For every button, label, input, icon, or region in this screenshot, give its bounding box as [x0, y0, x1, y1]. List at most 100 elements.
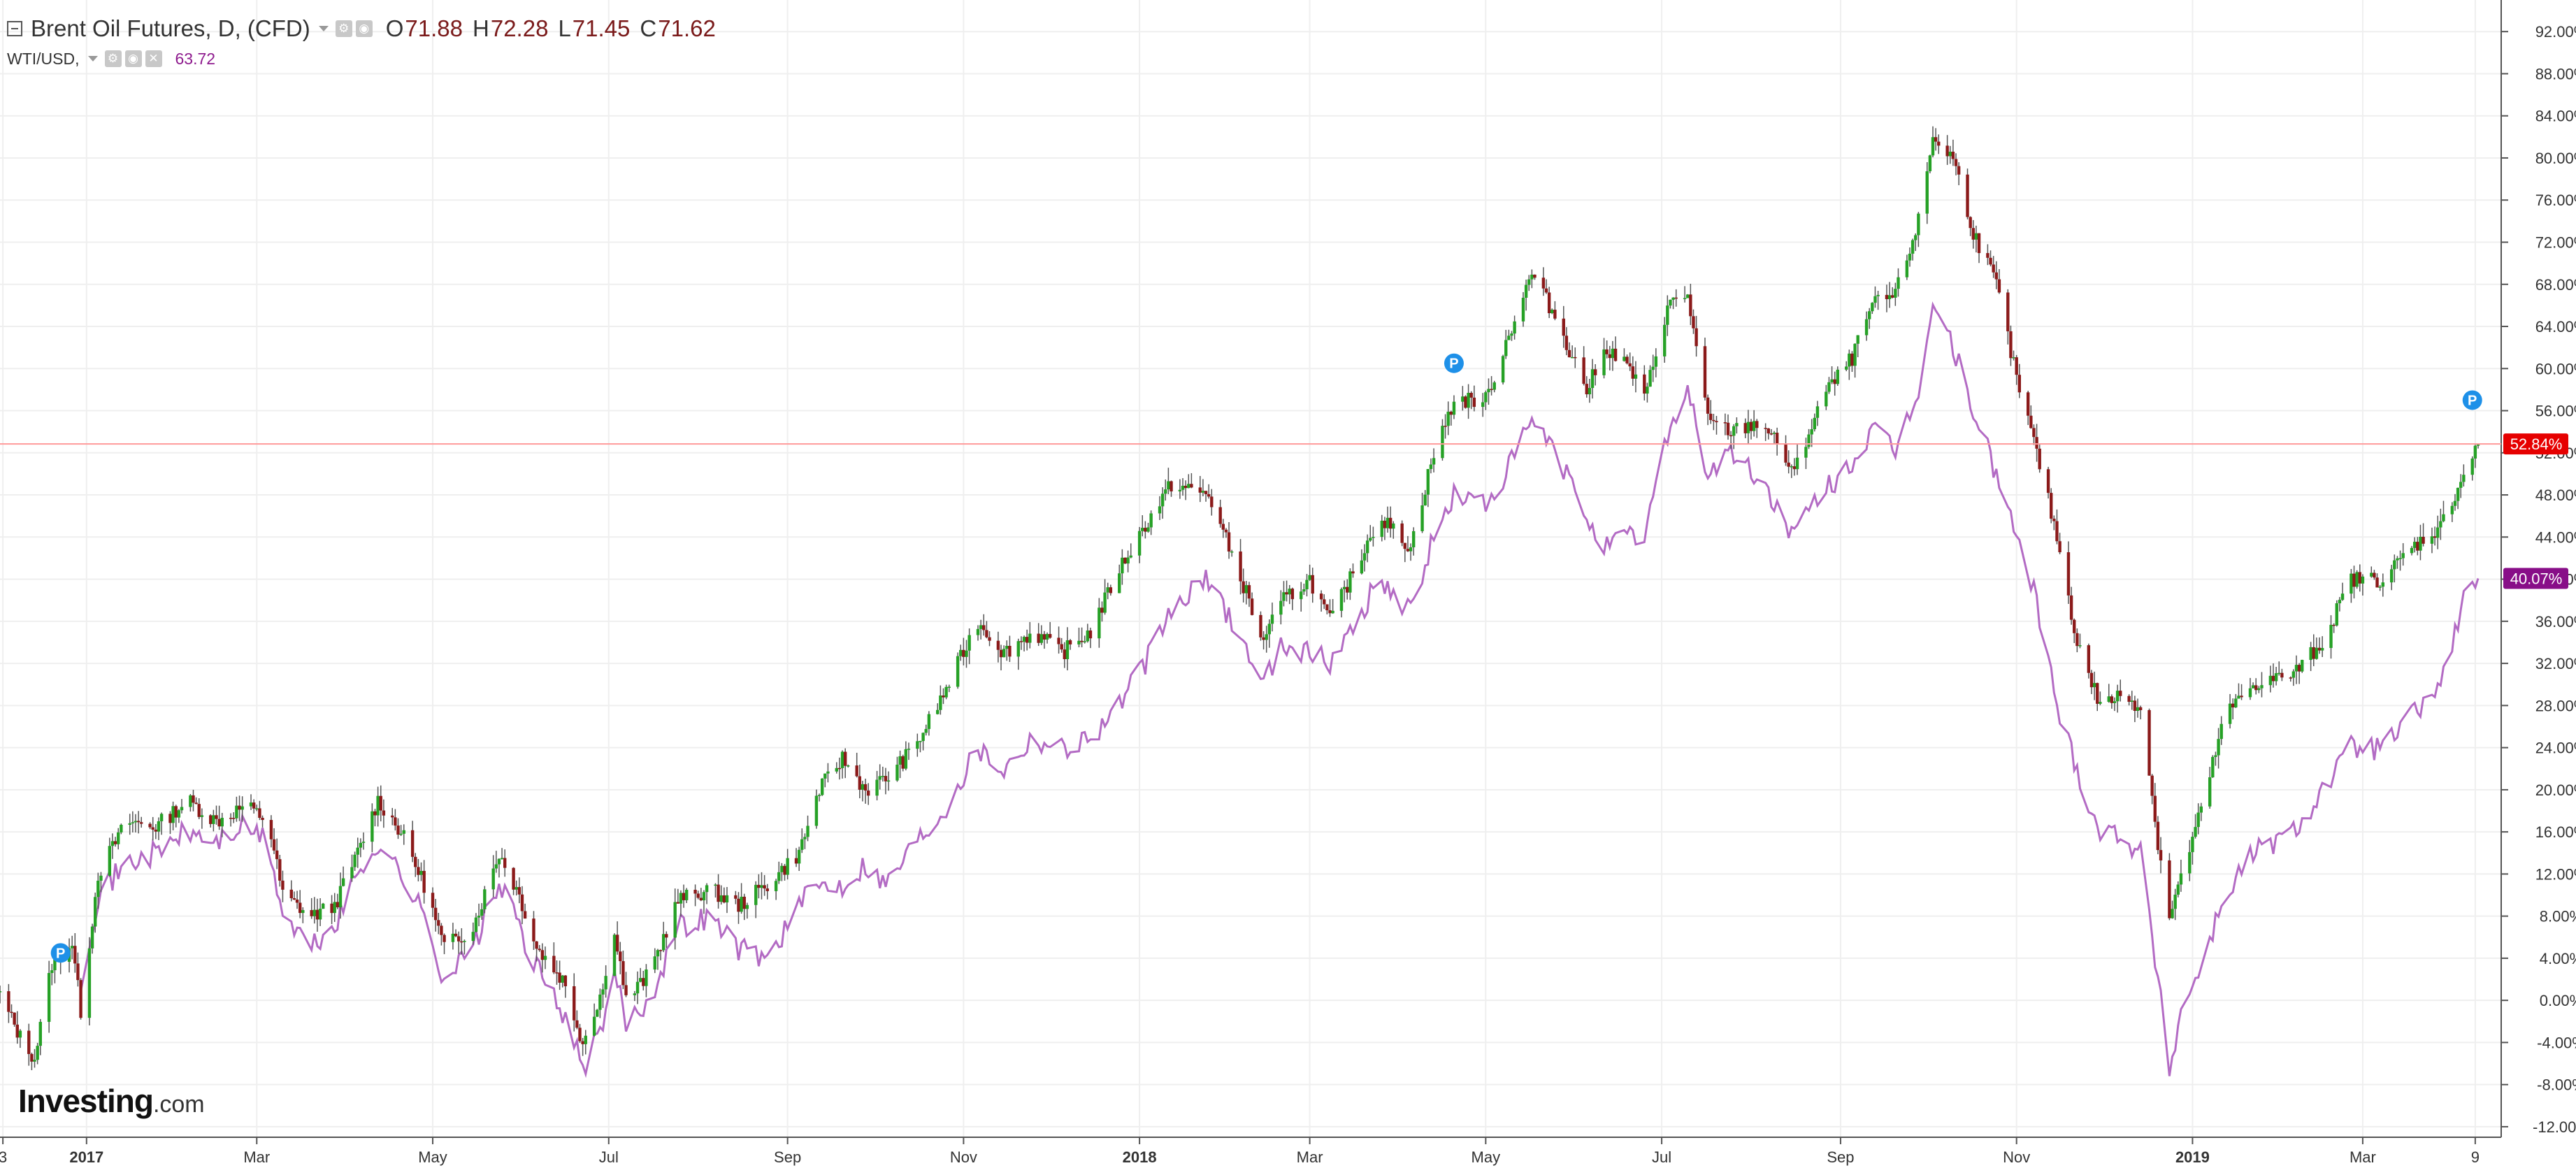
candle-body-40: [159, 814, 164, 821]
candle-body-421: [1703, 346, 1707, 398]
event-marker-2[interactable]: P: [2462, 390, 2482, 410]
candle-body-206: [835, 767, 838, 772]
candle-body-273: [1103, 592, 1107, 613]
candle-body-42: [171, 806, 175, 823]
candle-body-287: [1160, 493, 1165, 507]
candle-body-558: [2254, 685, 2258, 691]
logo-brand: Investing: [18, 1083, 154, 1119]
candle-body-530: [2138, 707, 2143, 710]
candle-body-240: [967, 635, 971, 651]
event-marker-dot-1[interactable]: [1444, 353, 1464, 373]
event-marker-dot-0[interactable]: [50, 943, 71, 963]
candle-body-341: [1380, 520, 1383, 538]
candle-body-164: [661, 934, 665, 951]
candle-body-235: [947, 686, 951, 688]
x-tick-label-12: Nov: [2003, 1148, 2030, 1166]
candle-body-215: [866, 791, 870, 796]
candle-body-315: [1270, 614, 1274, 624]
settings-icon[interactable]: ⚙: [335, 20, 352, 37]
candle-body-491: [1986, 253, 1989, 258]
event-marker-0[interactable]: P: [50, 943, 71, 963]
candle-body-172: [696, 893, 700, 898]
time-axis[interactable]: 3 2017 Mar May Jul Sep Nov 2018 Mar May Jul Sep Nov 2…: [0, 1137, 2480, 1166]
candle-body-207: [837, 767, 842, 770]
candle-body-236: [956, 656, 960, 687]
candle-body-490: [1977, 233, 1981, 254]
compare-series-legend: WTI/USD, ⚙ ◉ ✕ 63.72: [7, 46, 215, 71]
candle-body-321: [1300, 591, 1303, 600]
price-axis[interactable]: -12.00% -8.00% -4.00% 0.00% 4.00% 8.00% 12.00%…: [2501, 23, 2576, 1136]
candle-body-73: [295, 899, 299, 903]
compare-eye-icon[interactable]: ◉: [124, 50, 142, 67]
candle-body-93: [376, 795, 380, 816]
candle-body-568: [2294, 665, 2298, 672]
candle-body-299: [1207, 493, 1211, 497]
candle-body-500: [2017, 375, 2022, 393]
candle-body-278: [1123, 557, 1127, 564]
candle-body-507: [2050, 493, 2053, 519]
symbol-title[interactable]: Brent Oil Futures, D, (CFD): [31, 15, 310, 41]
close-icon[interactable]: ✕: [145, 50, 162, 67]
candle-body-83: [336, 902, 340, 908]
dropdown-icon[interactable]: [318, 26, 329, 31]
candle-body-454: [1833, 379, 1836, 384]
y-tick-label-5: 8.00%: [2540, 908, 2576, 925]
candle-body-11: [47, 973, 51, 1022]
candle-body-1: [7, 991, 10, 1012]
candle-body-187: [757, 884, 761, 888]
candle-body-41: [168, 814, 172, 823]
candle-body-426: [1723, 422, 1727, 424]
event-marker-dot-2[interactable]: [2462, 390, 2482, 410]
candle-body-464: [1873, 296, 1877, 303]
candle-body-266: [1077, 640, 1081, 644]
compare-dropdown-icon[interactable]: [87, 56, 98, 62]
candle-body-107: [433, 907, 438, 921]
candle-body-292: [1181, 485, 1185, 490]
candle-body-494: [1994, 272, 1998, 280]
candle-body-317: [1282, 592, 1286, 601]
candle-body-391: [1582, 357, 1585, 384]
candle-body-196: [794, 858, 798, 864]
candle-body-504: [2035, 437, 2038, 449]
candle-body-52: [212, 815, 215, 824]
candle-body-497: [2009, 331, 2013, 359]
candle-body-29: [117, 832, 120, 844]
event-marker-label-1: P: [1449, 356, 1458, 372]
candle-body-383: [1547, 292, 1551, 314]
candle-body-408: [1648, 370, 1652, 387]
collapse-icon[interactable]: [7, 21, 22, 36]
candle-body-297: [1201, 491, 1205, 493]
candle-body-90: [361, 842, 366, 843]
candle-body-216: [875, 779, 879, 796]
compare-settings-icon[interactable]: ⚙: [104, 50, 122, 67]
candle-body-427: [1726, 422, 1730, 435]
candle-body-84: [338, 886, 343, 908]
candle-body-47: [192, 795, 195, 803]
candle-body-145: [584, 1035, 587, 1044]
candle-body-324: [1308, 575, 1311, 580]
candle-body-51: [209, 815, 213, 824]
candle-body-576: [2329, 624, 2333, 649]
candle-body-389: [1570, 356, 1574, 359]
candle-body-432: [1746, 421, 1750, 433]
candle-body-422: [1706, 397, 1710, 414]
candle-body-349: [1409, 547, 1413, 551]
candle-body-267: [1080, 640, 1084, 642]
compare-symbol[interactable]: WTI/USD,: [7, 49, 80, 68]
candle-body-241: [976, 628, 980, 635]
candle-body-393: [1588, 388, 1592, 395]
eye-icon[interactable]: ◉: [355, 20, 373, 37]
candle-body-600: [2422, 536, 2425, 544]
candle-body-225: [907, 749, 911, 750]
candle-body-587: [2373, 572, 2376, 578]
candle-body-373: [1507, 336, 1511, 340]
event-marker-1[interactable]: P: [1444, 353, 1464, 373]
candle-body-152: [615, 935, 619, 952]
candle-body-246: [996, 640, 1000, 650]
brent-price-badge-text: 52.84%: [2510, 435, 2563, 453]
candle-body-277: [1121, 557, 1124, 574]
candle-body-303: [1224, 529, 1228, 533]
event-markers[interactable]: P P P: [50, 353, 2482, 963]
candle-body-602: [2433, 536, 2437, 538]
